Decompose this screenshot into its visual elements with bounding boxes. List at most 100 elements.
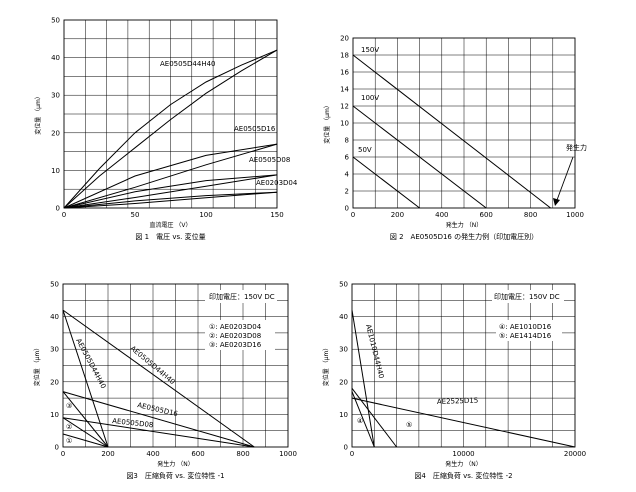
chart1-series-line [63, 191, 278, 209]
chart1-x-tick-label: 100 [199, 211, 212, 219]
chart2-y-tick-label: 20 [340, 35, 349, 43]
chart4-series-label: AE1010D44H40 [364, 324, 385, 380]
chart4-y-tick-label: 0 [344, 444, 348, 452]
chart1-series-line [63, 191, 278, 209]
chart1-x-axis-label: 直流電圧 （V） [149, 221, 191, 229]
chart4-series-line [351, 397, 576, 448]
chart2-y-tick-label: 18 [340, 52, 349, 60]
chart4-y-tick-label: 30 [339, 346, 348, 354]
chart2-annotation-arrow-line [556, 156, 574, 201]
chart2-x-tick-label: 200 [391, 211, 404, 219]
chart2-frame [352, 37, 576, 209]
chart2-y-tick-label: 14 [340, 86, 349, 94]
chart1-series-line [63, 49, 278, 209]
chart2-y-tick-label: 6 [345, 154, 350, 162]
chart1-series-line [63, 174, 278, 209]
chart1-group: 0 50 100 150 0 10 20 30 40 50 直流電圧 （V） 変位量 （μm） 図 1 … [34, 17, 284, 242]
chart1-series-line [63, 49, 278, 209]
chart3-note-bg [205, 290, 277, 303]
chart2-y-tick-label: 16 [340, 69, 349, 77]
chart1-x-tick-label: 50 [131, 211, 140, 219]
chart3-series-line [62, 309, 109, 448]
chart3-legend-entry: ③: AE0203D16 [209, 341, 262, 349]
chart3-x-tick-label: 600 [191, 450, 204, 458]
chart1-series-line [63, 143, 278, 209]
chart3-series-label: AE0505D08 [112, 417, 154, 429]
chart2-y-axis-label: 変位量 （μm） [323, 102, 331, 144]
chart2-x-tick-label: 600 [480, 211, 493, 219]
chart2-group: 0 200 400 600 800 1000 0 2 4 6 8 10 12 14 16 18 20 発生力 （N… [323, 35, 584, 242]
chart4-x-tick-label: 0 [350, 450, 354, 458]
chart3-legend-bg [205, 320, 275, 350]
chart2-series-label: 100V [361, 94, 379, 102]
chart3-series-line [62, 417, 109, 448]
chart3-series-marker: ② [66, 423, 72, 431]
chart3-y-tick-label: 30 [50, 346, 59, 354]
chart3-y-tick-label: 20 [50, 378, 59, 386]
chart3-x-tick-label: 0 [61, 450, 65, 458]
chart1-series-line [63, 174, 278, 209]
chart3-series-marker: ① [66, 437, 72, 445]
chart2-series-label: 150V [361, 46, 379, 54]
chart3-series-line [62, 417, 255, 448]
chart3-series-line [62, 391, 255, 448]
chart3-legend-entry: ①: AE0203D04 [209, 323, 262, 331]
chart1-y-tick-label: 30 [51, 92, 60, 100]
chart3-x-tick-label: 1000 [279, 450, 297, 458]
chart4-series-line [351, 310, 375, 448]
chart4-x-axis-label: 発生力 （N） [445, 460, 481, 468]
chart3-series-marker: ③ [66, 402, 72, 410]
chart3-x-tick-label: 400 [146, 450, 159, 458]
chart2-y-tick-label: 4 [345, 171, 350, 179]
chart2-x-tick-label: 400 [435, 211, 448, 219]
chart3-series-line [62, 433, 109, 448]
chart3-legend-entry: ②: AE0203D08 [209, 332, 261, 340]
chart1-y-axis-label: 変位量 （μm） [34, 93, 42, 135]
chart1-y-tick-label: 40 [51, 54, 60, 62]
chart4-legend-entry: ⑤: AE1414D16 [499, 332, 552, 340]
chart3-x-axis-label: 発生力 （N） [157, 460, 193, 468]
chart2-series-label: 50V [358, 146, 372, 154]
chart2-y-tick-label: 8 [345, 137, 349, 145]
chart2-x-tick-label: 800 [524, 211, 537, 219]
chart4-series-marker: ⑤ [406, 421, 412, 429]
chart3-y-axis-label: 変位量 （μm） [33, 345, 41, 387]
chart2-annotation-arrowhead [553, 198, 560, 206]
chart4-series-line [351, 391, 375, 448]
chart4-legend-bg [496, 320, 562, 341]
chart1-series-label: AE0505D44H40 [160, 60, 216, 68]
chart1-frame [63, 19, 278, 209]
chart2-series-line [352, 54, 551, 209]
chart3-y-tick-label: 50 [50, 281, 59, 289]
chart1-x-tick-label: 0 [62, 211, 66, 219]
chart1-y-tick-label: 20 [51, 129, 60, 137]
chart4-series-marker: ④ [357, 417, 363, 425]
chart4-y-tick-label: 10 [339, 411, 348, 419]
chart4-note-bg [492, 290, 564, 303]
chart3-y-tick-label: 0 [55, 444, 59, 452]
chart3-group: 0 200 400 600 800 1000 0 10 20 30 40 50 発生力 （N） 変位量 （… [33, 281, 297, 481]
chart4-series-line [351, 387, 397, 448]
chart2-y-tick-label: 2 [345, 188, 349, 196]
chart4-note: 印加電圧：150V DC [494, 292, 560, 301]
chart4-frame [351, 283, 576, 448]
chart4-series-label: AE2525D15 [437, 397, 479, 406]
chart1-y-tick-label: 10 [51, 167, 60, 175]
chart1-series-label: AE0505D16 [234, 125, 276, 133]
chart4-y-tick-label: 50 [339, 281, 348, 289]
chart4-y-tick-label: 40 [339, 313, 348, 321]
chart1-series-label: AE0505D08 [249, 156, 290, 164]
chart1-x-tick-label: 150 [270, 211, 283, 219]
chart4-y-tick-label: 20 [339, 378, 348, 386]
chart4-x-tick-label: 20000 [564, 450, 586, 458]
chart3-x-tick-label: 800 [236, 450, 249, 458]
chart2-series-line [352, 156, 420, 209]
chart3-series-line [62, 309, 255, 448]
chart3-y-tick-label: 10 [50, 411, 59, 419]
chart2-y-tick-label: 12 [340, 103, 349, 111]
chart1-series-label: AE0203D04 [256, 179, 298, 187]
chart4-y-axis-label: 変位量 （μm） [322, 345, 330, 387]
chart2-caption: 図 2 AE0505D16 の発生力例（印加電圧別） [390, 232, 538, 241]
chart2-x-tick-label: 1000 [566, 211, 584, 219]
